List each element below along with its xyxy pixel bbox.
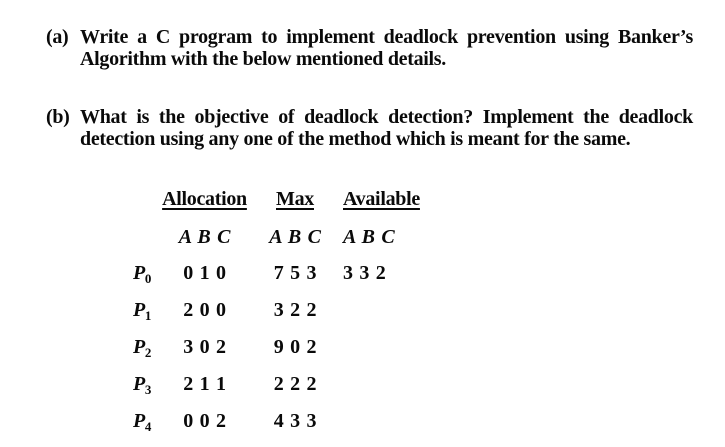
- max-value-p0: 7 5 3: [273, 262, 317, 284]
- process-letter: P: [132, 299, 145, 321]
- table-row-p1: P1 2 0 0 3 2 2: [122, 299, 443, 336]
- allocation-value-p4: 0 0 2: [183, 410, 226, 432]
- allocation-value-p1: 2 0 0: [183, 299, 226, 321]
- process-letter: P: [132, 410, 145, 432]
- max-value-p3: 2 2 2: [273, 373, 317, 395]
- process-subscript: 3: [144, 382, 152, 397]
- resource-letters-max: A B C: [269, 226, 321, 248]
- process-subscript: 4: [144, 419, 152, 434]
- max-value-p1: 3 2 2: [273, 299, 317, 321]
- table-row-p2: P2 3 0 2 9 0 2: [122, 336, 443, 373]
- table-row-p4: P4 0 0 2 4 3 3: [122, 410, 443, 447]
- resource-letters-allocation: A B C: [178, 226, 231, 248]
- process-letter: P: [132, 373, 145, 395]
- allocation-value-p3: 2 1 1: [183, 373, 226, 395]
- process-label-p2: P2: [122, 336, 162, 364]
- question-b: (b) What is the objective of deadlock de…: [46, 106, 693, 150]
- allocation-value-p0: 0 1 0: [183, 262, 226, 284]
- max-value-p4: 4 3 3: [273, 410, 317, 432]
- table-row-p3: P3 2 1 1 2 2 2: [122, 373, 443, 410]
- question-a-label: (a): [46, 26, 69, 48]
- process-label-p1: P1: [122, 299, 162, 327]
- question-a-line2: Algorithm with the below mentioned detai…: [80, 48, 446, 70]
- process-subscript: 2: [144, 345, 152, 360]
- process-label-p0: P0: [122, 262, 162, 290]
- column-header-available: Available: [343, 188, 420, 210]
- question-b-label: (b): [46, 106, 70, 128]
- resource-letters-available: A B C: [343, 226, 395, 248]
- table-row-p0: P0 0 1 0 7 5 3 3 3 2: [122, 262, 443, 299]
- max-value-p2: 9 0 2: [273, 336, 317, 358]
- process-letter: P: [132, 336, 145, 358]
- process-subscript: 0: [144, 271, 152, 286]
- question-b-line2: detection using any one of the method wh…: [80, 128, 631, 150]
- process-label-p4: P4: [122, 410, 162, 438]
- question-a-text: Write a C program to implement deadlock …: [80, 26, 693, 70]
- column-header-allocation: Allocation: [162, 188, 247, 210]
- column-header-max: Max: [276, 188, 314, 210]
- question-b-line1: What is the objective of deadlock detect…: [80, 106, 693, 128]
- process-subscript: 1: [144, 308, 152, 323]
- process-letter: P: [132, 262, 145, 284]
- question-a: (a) Write a C program to implement deadl…: [46, 26, 693, 70]
- question-a-line1: Write a C program to implement deadlock …: [80, 26, 693, 48]
- resource-letters-row: A B C A B C A B C: [122, 226, 443, 262]
- question-b-text: What is the objective of deadlock detect…: [80, 106, 693, 150]
- allocation-value-p2: 3 0 2: [183, 336, 226, 358]
- table-header-row: Allocation Max Available: [122, 188, 443, 226]
- resource-table: Allocation Max Available A B C A B C A B…: [122, 188, 443, 447]
- available-value-p0: 3 3 2: [343, 262, 386, 284]
- process-label-p3: P3: [122, 373, 162, 401]
